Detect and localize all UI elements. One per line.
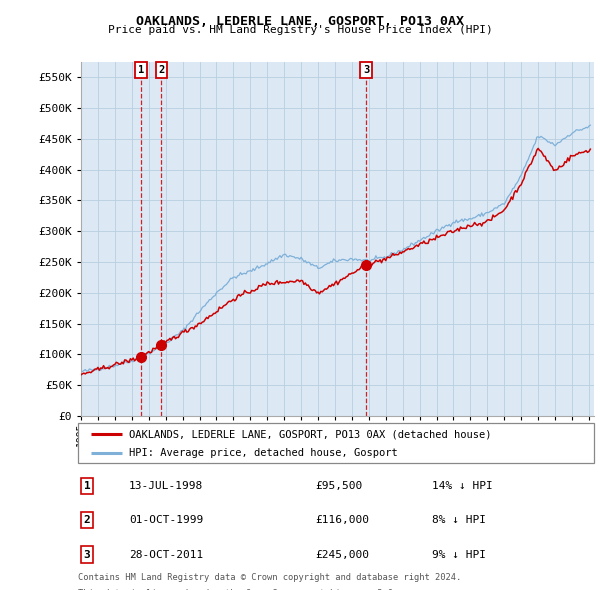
Text: OAKLANDS, LEDERLE LANE, GOSPORT, PO13 0AX (detached house): OAKLANDS, LEDERLE LANE, GOSPORT, PO13 0A… xyxy=(128,430,491,440)
Text: 3: 3 xyxy=(363,65,369,75)
Text: £245,000: £245,000 xyxy=(315,550,369,559)
Text: This data is licensed under the Open Government Licence v3.0.: This data is licensed under the Open Gov… xyxy=(78,589,398,590)
Text: 2: 2 xyxy=(158,65,164,75)
Text: HPI: Average price, detached house, Gosport: HPI: Average price, detached house, Gosp… xyxy=(128,448,397,458)
Text: 28-OCT-2011: 28-OCT-2011 xyxy=(129,550,203,559)
Text: 2: 2 xyxy=(83,516,91,525)
Text: 13-JUL-1998: 13-JUL-1998 xyxy=(129,481,203,491)
Text: £116,000: £116,000 xyxy=(315,516,369,525)
Text: OAKLANDS, LEDERLE LANE, GOSPORT, PO13 0AX: OAKLANDS, LEDERLE LANE, GOSPORT, PO13 0A… xyxy=(136,15,464,28)
Text: Contains HM Land Registry data © Crown copyright and database right 2024.: Contains HM Land Registry data © Crown c… xyxy=(78,573,461,582)
Text: Price paid vs. HM Land Registry's House Price Index (HPI): Price paid vs. HM Land Registry's House … xyxy=(107,25,493,35)
Text: £95,500: £95,500 xyxy=(315,481,362,491)
Text: 8% ↓ HPI: 8% ↓ HPI xyxy=(432,516,486,525)
Text: 3: 3 xyxy=(83,550,91,559)
FancyBboxPatch shape xyxy=(78,423,594,463)
Text: 1: 1 xyxy=(83,481,91,491)
Text: 14% ↓ HPI: 14% ↓ HPI xyxy=(432,481,493,491)
Text: 9% ↓ HPI: 9% ↓ HPI xyxy=(432,550,486,559)
Text: 1: 1 xyxy=(138,65,144,75)
Text: 01-OCT-1999: 01-OCT-1999 xyxy=(129,516,203,525)
